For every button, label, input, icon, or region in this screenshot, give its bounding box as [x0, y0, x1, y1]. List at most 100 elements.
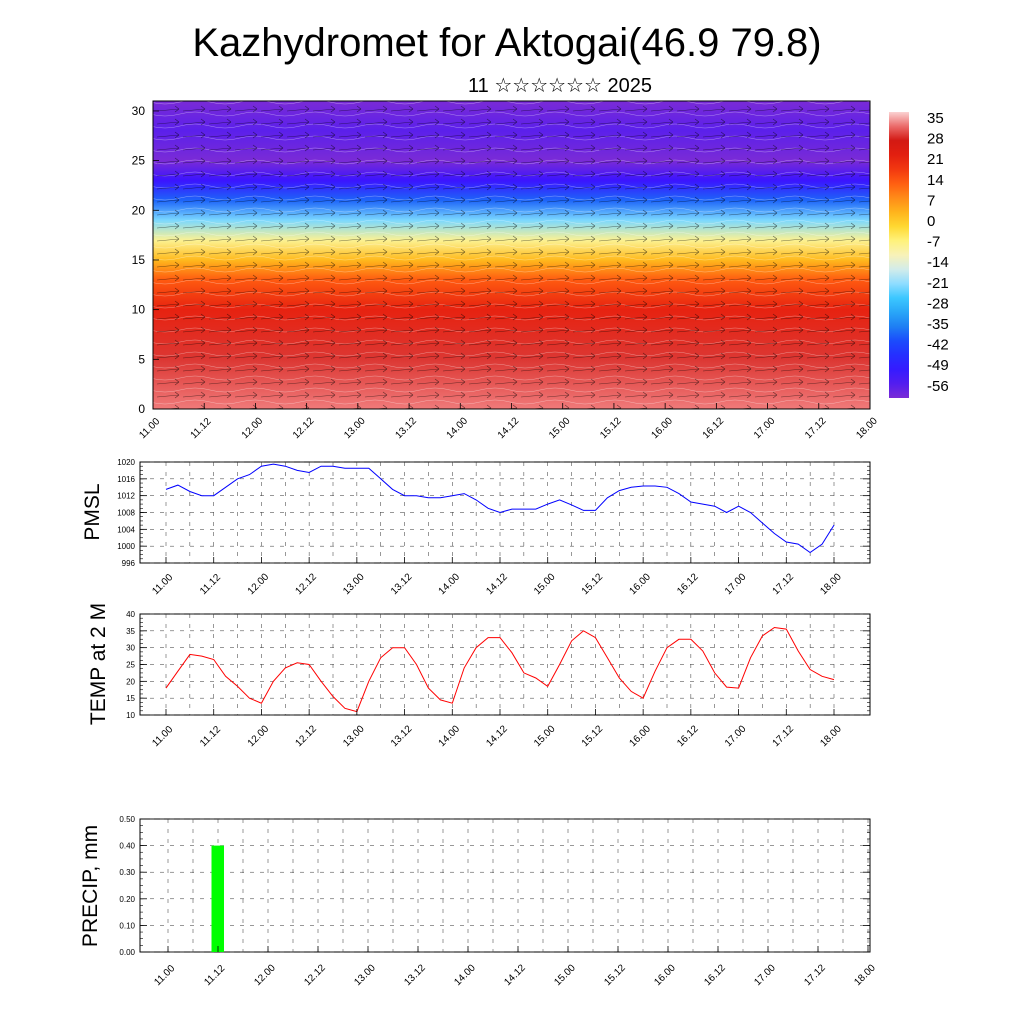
- x-tick-label: 17.12: [803, 415, 829, 441]
- y-tick-label: 0.10: [119, 921, 135, 930]
- y-tick-label: 30: [126, 644, 135, 653]
- y-tick-label: 1012: [117, 492, 135, 501]
- y-tick-label: 0.50: [119, 815, 135, 824]
- x-tick-label: 11.12: [189, 416, 214, 441]
- y-tick-label: 1008: [117, 509, 135, 518]
- colorbar-label: 0: [927, 213, 935, 230]
- x-tick-label: 17.12: [771, 571, 797, 597]
- colorbar-label: 21: [927, 151, 944, 168]
- y-tick-label: 0.00: [119, 948, 135, 957]
- precip-bar: [211, 845, 224, 952]
- x-tick-label: 15.12: [598, 415, 624, 441]
- x-tick-label: 13.12: [393, 415, 419, 441]
- y-tick-label: 30: [132, 104, 146, 118]
- x-tick-label: 17.00: [723, 571, 749, 597]
- x-tick-label: 12.12: [291, 415, 317, 441]
- colorbar-label: 28: [927, 131, 944, 148]
- y-tick-label: 25: [126, 661, 135, 670]
- precip-panel: 0.00 0.10 0.20 0.30 0.40 0.50 11.00 11.12 12.00…: [79, 815, 878, 988]
- precip-axis-label: PRECIP, mm: [79, 825, 102, 947]
- y-tick-label: 996: [122, 559, 136, 568]
- y-tick-label: 0.20: [119, 895, 135, 904]
- x-tick-label: 15.12: [602, 962, 628, 988]
- x-tick-label: 16.00: [652, 962, 678, 988]
- x-tick-label: 11.12: [198, 572, 223, 597]
- x-tick-label: 16.12: [675, 571, 701, 597]
- wind-arrows: [153, 101, 870, 409]
- x-tick-label: 13.00: [342, 415, 368, 441]
- x-tick-label: 12.12: [293, 571, 319, 597]
- x-tick-label: 18.00: [854, 415, 880, 441]
- x-tick-label: 14.00: [437, 723, 463, 749]
- x-tick-label: 14.12: [496, 415, 522, 441]
- y-tick-label: 20: [132, 203, 146, 217]
- x-tick-label: 16.12: [701, 415, 727, 441]
- cross-section-panel: 0 5 10 15 20 25 30 11.00 11.12 12.00 12.12 13.00 13…: [132, 100, 880, 441]
- y-tick-label: 0.40: [119, 842, 135, 851]
- y-tick-label: 10: [132, 303, 146, 317]
- x-tick-label: 16.00: [649, 415, 675, 441]
- x-tick-label: 14.00: [452, 962, 478, 988]
- y-tick-label: 5: [138, 352, 145, 366]
- y-tick-label: 1020: [117, 458, 135, 467]
- x-tick-label: 14.12: [502, 962, 528, 988]
- x-tick-label: 12.00: [240, 415, 266, 441]
- colorbar-label: -7: [927, 234, 940, 251]
- x-tick-label: 15.00: [532, 571, 558, 597]
- colorbar-label: 35: [927, 110, 944, 127]
- x-tick-label: 11.00: [150, 572, 175, 597]
- y-tick-label: 1004: [117, 525, 135, 534]
- x-tick-label: 15.00: [532, 723, 558, 749]
- pmsl-axis-label: PMSL: [81, 483, 104, 540]
- y-tick-label: 10: [126, 711, 135, 720]
- pmsl-series-line: [165, 463, 835, 554]
- colorbar-label: 7: [927, 192, 935, 209]
- y-tick-label: 1016: [117, 475, 135, 484]
- x-tick-label: 13.12: [389, 571, 415, 597]
- x-tick-label: 13.00: [352, 962, 378, 988]
- x-tick-label: 15.00: [547, 415, 573, 441]
- y-tick-label: 35: [126, 627, 135, 636]
- y-tick-label: 25: [132, 154, 146, 168]
- x-tick-label: 13.00: [341, 723, 367, 749]
- y-tick-label: 15: [126, 694, 135, 703]
- x-tick-label: 18.00: [818, 723, 844, 749]
- x-tick-label: 11.00: [152, 963, 177, 988]
- x-tick-label: 12.12: [302, 962, 328, 988]
- x-tick-label: 15.00: [552, 962, 578, 988]
- y-tick-label: 0: [138, 402, 145, 416]
- y-tick-label: 1000: [117, 542, 135, 551]
- x-tick-label: 16.00: [627, 571, 653, 597]
- y-tick-label: 20: [126, 677, 135, 686]
- temp-series-line: [165, 626, 835, 713]
- colorbar-label: -21: [927, 275, 949, 292]
- x-tick-label: 11.12: [202, 963, 227, 988]
- x-tick-label: 13.00: [341, 571, 367, 597]
- colorbar-label: -56: [927, 378, 949, 395]
- x-tick-label: 11.00: [137, 416, 162, 441]
- x-tick-label: 18.00: [818, 571, 844, 597]
- x-tick-label: 14.00: [445, 415, 471, 441]
- colorbar-label: 14: [927, 172, 944, 189]
- colorbar-label: -28: [927, 295, 949, 312]
- colorbar-label: -35: [927, 316, 949, 333]
- colorbar-label: -49: [927, 357, 949, 374]
- temp-panel: 10 15 20 25 30 35 40 11.00 11.12 12.00 12.12 13.00…: [87, 603, 871, 749]
- x-tick-label: 13.12: [402, 962, 428, 988]
- x-tick-label: 13.12: [389, 723, 415, 749]
- chart-subtitle: 11 ☆☆☆☆☆☆ 2025: [468, 75, 652, 97]
- x-tick-label: 12.00: [252, 962, 278, 988]
- x-tick-label: 17.00: [752, 962, 778, 988]
- x-tick-label: 12.00: [246, 723, 272, 749]
- colorbar: 35 28 21 14 7 0 -7 -14 -21 -28 -35 -42 -49 -56: [889, 110, 949, 398]
- y-tick-label: 15: [132, 253, 146, 267]
- colorbar-label: -14: [927, 254, 949, 271]
- x-tick-label: 17.12: [771, 723, 797, 749]
- x-tick-label: 17.00: [723, 723, 749, 749]
- x-tick-label: 11.12: [198, 724, 223, 749]
- x-tick-label: 18.00: [852, 962, 878, 988]
- y-tick-label: 0.30: [119, 868, 135, 877]
- x-tick-label: 14.12: [484, 723, 510, 749]
- chart-title: Kazhydromet for Aktogai(46.9 79.8): [192, 21, 821, 65]
